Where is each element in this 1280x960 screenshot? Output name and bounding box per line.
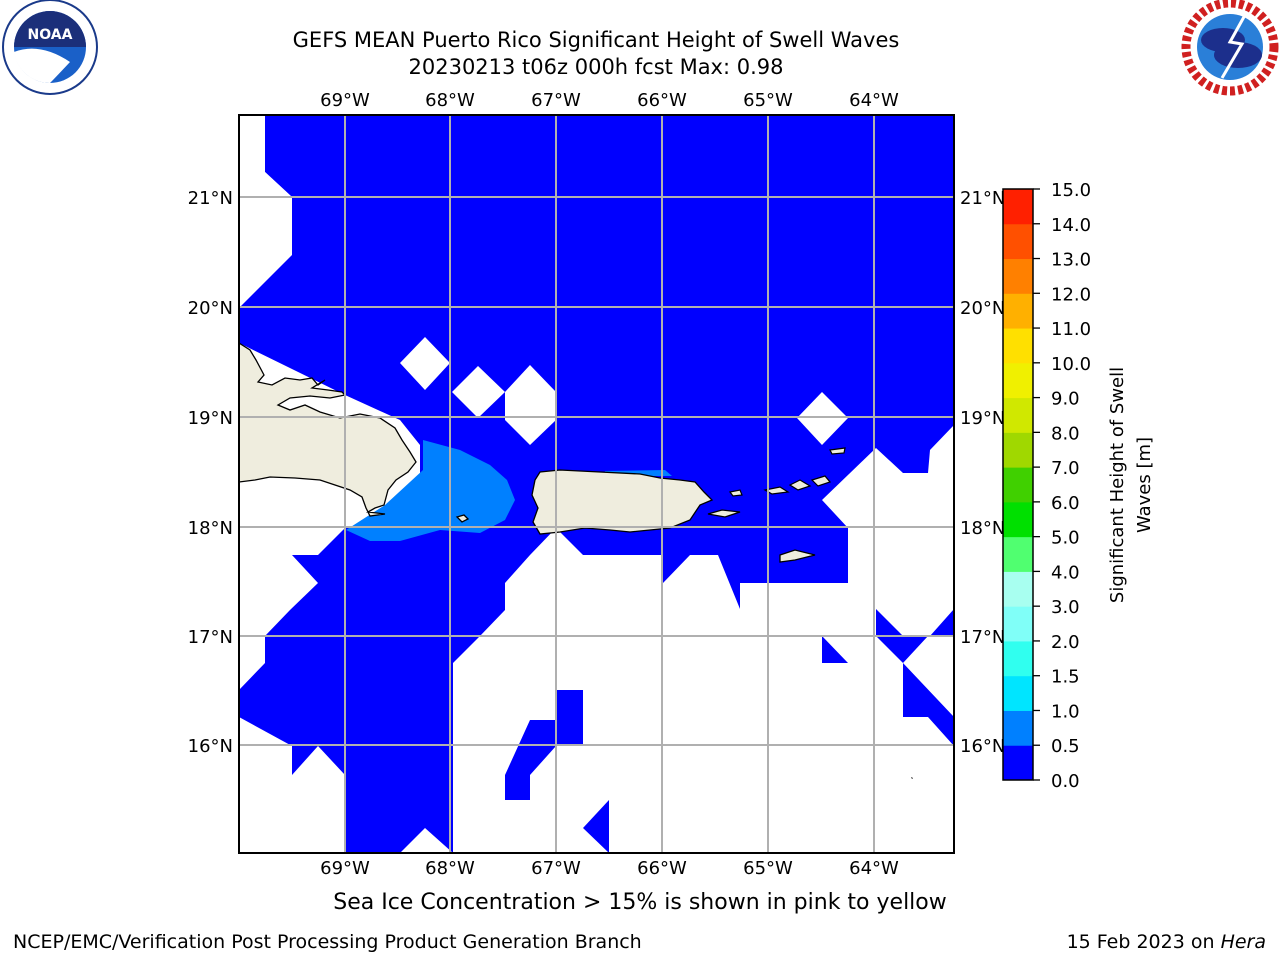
lon-tick-label: 67°W [531,90,581,111]
colorbar-tick-label: 12.0 [1051,284,1091,305]
no-data-gap [452,366,505,418]
no-data-gap [400,337,450,390]
lat-tick-label: 18°N [960,518,1005,539]
lat-tick-label: 20°N [188,298,233,319]
lat-tick-label: 16°N [188,736,233,757]
map-frame [238,114,955,854]
lon-tick-label: 64°W [849,858,899,879]
colorbar-segment [1003,501,1033,538]
lon-labels-top: 69°W 68°W 67°W 66°W 65°W 64°W [320,90,899,111]
lat-tick-label: 18°N [188,518,233,539]
colorbar-tick-label: 0.0 [1051,771,1080,792]
colorbar-segment [1003,432,1033,468]
no-data-gap [505,365,556,445]
colorbar-tick-label: 2.0 [1051,632,1080,653]
colorbar-tick-label: 13.0 [1051,250,1091,271]
lat-tick-label: 19°N [960,408,1005,429]
no-data-gap [239,115,292,252]
colorbar-segment [1003,675,1033,711]
lon-tick-label: 68°W [425,858,475,879]
land-st-croix [779,549,816,563]
noaa-logo-icon: NOAA [2,0,98,95]
colorbar-tick-label: 6.0 [1051,493,1080,514]
lat-tick-label: 19°N [188,408,233,429]
colorbar-segment [1003,328,1033,364]
colorbar-segment [1003,258,1033,294]
colorbar-tick-label: 11.0 [1051,319,1091,340]
graticule [239,115,954,853]
colorbar-tick-label: 0.5 [1051,736,1080,757]
colorbar-segment [1003,606,1033,642]
lat-tick-label: 17°N [188,627,233,648]
colorbar-tick-label: 3.0 [1051,597,1080,618]
colorbar-tick-label: 10.0 [1051,354,1091,375]
no-data-gap [797,392,848,445]
lon-tick-label: 69°W [320,90,370,111]
chart-title: GEFS MEAN Puerto Rico Significant Height… [292,28,900,52]
lon-tick-label: 66°W [637,90,687,111]
colorbar-segment [1003,640,1033,677]
lon-tick-label: 65°W [743,858,793,879]
lat-tick-label: 17°N [960,627,1005,648]
land-virgin-islands [728,447,846,497]
date-stamp: 15 Feb 2023 on Hera [1067,931,1266,953]
colorbar-tick-label: 5.0 [1051,528,1080,549]
nws-logo-icon [1181,0,1279,96]
land-hispaniola [239,342,417,517]
swell-field-low [822,636,848,663]
colorbar-tick-label: 4.0 [1051,562,1080,583]
lat-tick-label: 21°N [960,188,1005,209]
credit-text: NCEP/EMC/Verification Post Processing Pr… [13,931,642,953]
colorbar [1002,188,1034,781]
machine-name: Hera [1220,931,1266,953]
svg-text:NOAA: NOAA [28,27,73,43]
colorbar-segment [1003,293,1033,329]
lon-tick-label: 68°W [425,90,475,111]
colorbar-segment [1003,536,1033,572]
chart-subtitle: 20230213 t06z 000h fcst Max: 0.98 [408,55,784,79]
colorbar-segment [1003,745,1033,781]
sea-ice-note: Sea Ice Concentration > 15% is shown in … [333,890,947,915]
land-islet [911,777,913,779]
colorbar-segment [1003,223,1033,260]
colorbar-segment [1003,362,1033,399]
colorbar-tick-label: 9.0 [1051,389,1080,410]
lat-tick-label: 16°N [960,736,1005,757]
lat-tick-label: 21°N [188,188,233,209]
lon-tick-label: 67°W [531,858,581,879]
colorbar-tick-label: 8.0 [1051,423,1080,444]
land-vieques [707,509,741,518]
colorbar-segment [1003,571,1033,607]
lon-labels-bottom: 69°W 68°W 67°W 66°W 65°W 64°W [320,858,899,879]
lon-tick-label: 64°W [849,90,899,111]
colorbar-ticks: 0.0 0.5 1.0 1.5 2.0 3.0 4.0 5.0 6.0 7.0 8.0 9.0 10.0… [1033,180,1091,792]
colorbar-tick-label: 14.0 [1051,215,1091,236]
colorbar-segment [1003,467,1033,503]
colorbar-segment [1003,710,1033,746]
colorbar-segment [1003,189,1033,225]
lat-labels-left: 21°N 20°N 19°N 18°N 17°N 16°N [188,188,233,757]
colorbar-segment [1003,397,1033,433]
lat-tick-label: 20°N [960,298,1005,319]
land-mona-island [455,514,470,523]
lat-labels-right: 21°N 20°N 19°N 18°N 17°N 16°N [960,188,1005,757]
colorbar-frame [1002,188,1034,781]
lon-tick-label: 69°W [320,858,370,879]
lon-tick-label: 65°W [743,90,793,111]
colorbar-tick-label: 15.0 [1051,180,1091,201]
colorbar-label: Significant Height of Swell [1107,367,1128,603]
lon-tick-label: 66°W [637,858,687,879]
colorbar-label-units: Waves [m] [1134,437,1155,533]
swell-field-mid [346,440,515,541]
date-text: 15 Feb 2023 on [1066,931,1221,953]
colorbar-tick-label: 7.0 [1051,458,1080,479]
swell-field-low [583,800,609,853]
swell-field-low [903,663,954,746]
colorbar-tick-label: 1.0 [1051,701,1080,722]
colorbar-tick-label: 1.5 [1051,667,1080,688]
